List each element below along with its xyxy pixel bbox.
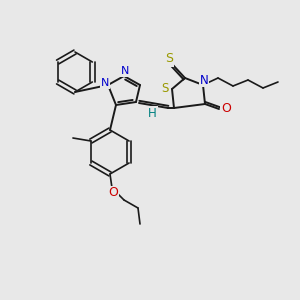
Text: N: N xyxy=(101,78,109,88)
Text: N: N xyxy=(121,66,129,76)
Text: S: S xyxy=(161,82,169,94)
Text: O: O xyxy=(108,187,118,200)
Text: S: S xyxy=(165,52,173,65)
Text: O: O xyxy=(221,103,231,116)
Text: H: H xyxy=(148,107,157,120)
Text: N: N xyxy=(200,74,208,86)
